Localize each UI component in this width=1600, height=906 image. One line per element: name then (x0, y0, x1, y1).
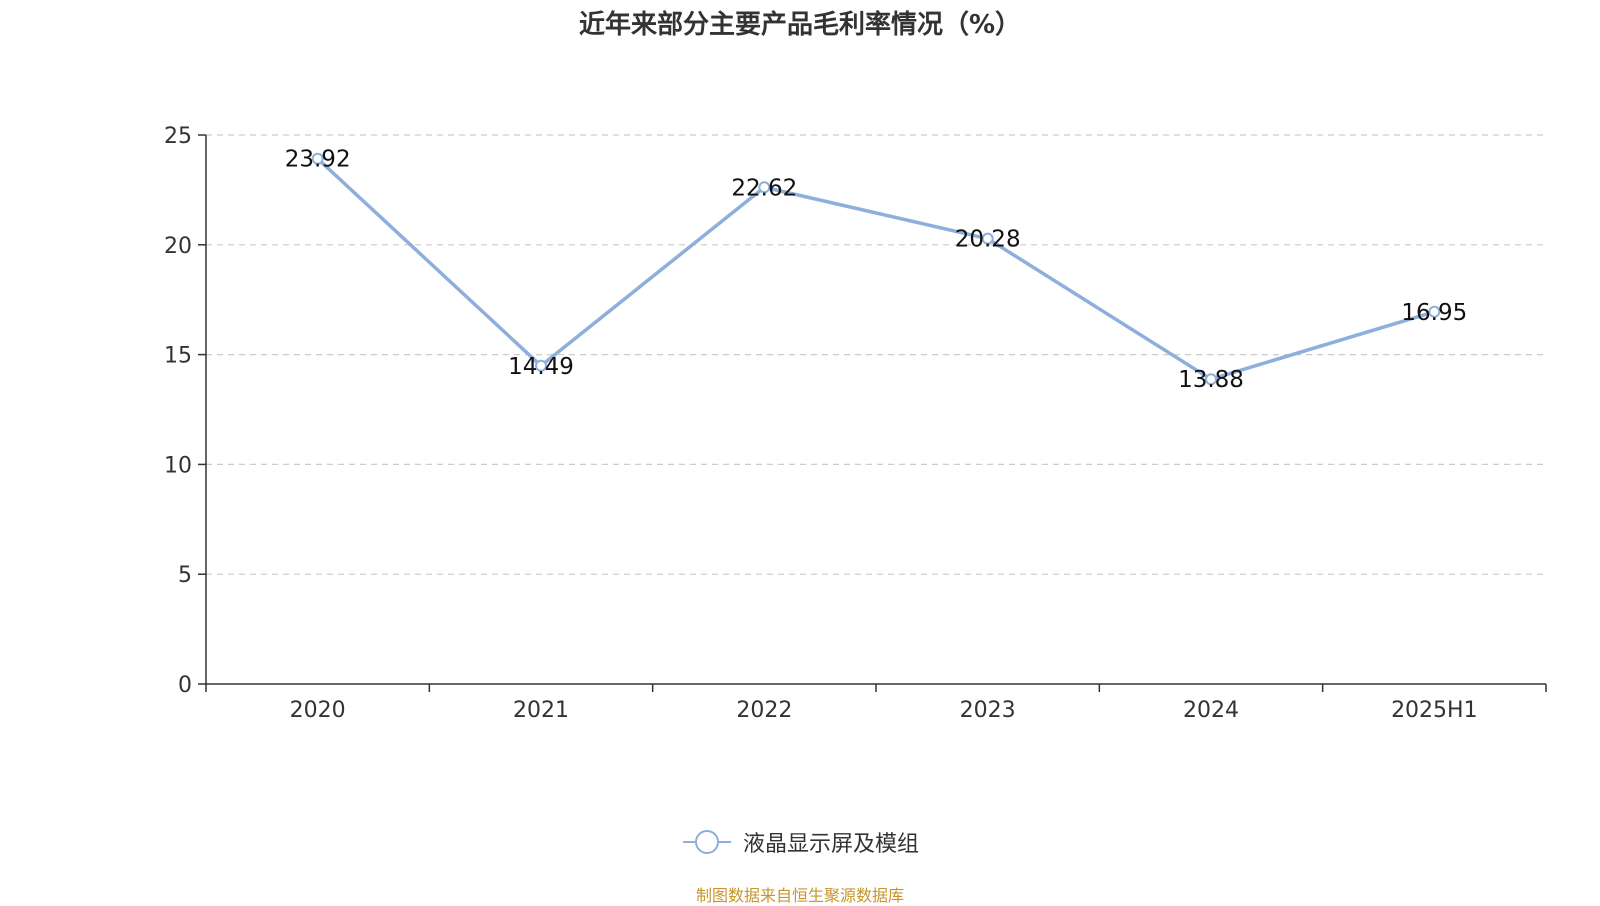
data-point (981, 232, 994, 245)
data-label: 13.88 (1178, 367, 1244, 393)
y-tick-label: 0 (178, 673, 192, 698)
data-label: 20.28 (955, 227, 1021, 253)
legend-label: 液晶显示屏及模组 (742, 832, 919, 857)
axes: 0 5 10 15 20 25 2020 2021 2022 2023 2024 2025H1 (164, 124, 1547, 723)
y-tick-label: 10 (164, 453, 192, 478)
x-tick-label: 2021 (513, 698, 569, 723)
x-tick-label: 2024 (1183, 698, 1239, 723)
data-label: 16.95 (1401, 300, 1467, 326)
source-note: 制图数据来自恒生聚源数据库 (695, 886, 904, 905)
data-label: 23.92 (285, 147, 351, 173)
data-point (1205, 373, 1217, 386)
chart-title: 近年来部分主要产品毛利率情况（%） (578, 10, 1022, 40)
data-labels: 23.92 14.49 22.62 20.28 13.88 16.95 (285, 147, 1468, 393)
legend: 液晶显示屏及模组 (0, 826, 1600, 858)
data-point (311, 152, 324, 165)
data-point (758, 181, 771, 194)
x-tick-label: 2023 (960, 698, 1016, 723)
legend-marker-icon (682, 830, 731, 854)
series-line (316, 157, 1435, 381)
data-label: 14.49 (508, 354, 574, 380)
y-tick-label: 25 (164, 124, 192, 149)
x-tick-label: 2025H1 (1391, 698, 1478, 723)
data-point (535, 359, 547, 372)
x-tick-label: 2020 (290, 698, 346, 723)
y-tick-label: 5 (178, 563, 192, 588)
y-tick-label: 15 (164, 344, 192, 369)
data-label: 22.62 (731, 175, 797, 201)
grid-lines (206, 134, 1546, 575)
x-tick-label: 2022 (736, 698, 792, 723)
data-point (1428, 305, 1441, 318)
series-layer (311, 152, 1441, 386)
y-tick-label: 20 (164, 234, 192, 259)
